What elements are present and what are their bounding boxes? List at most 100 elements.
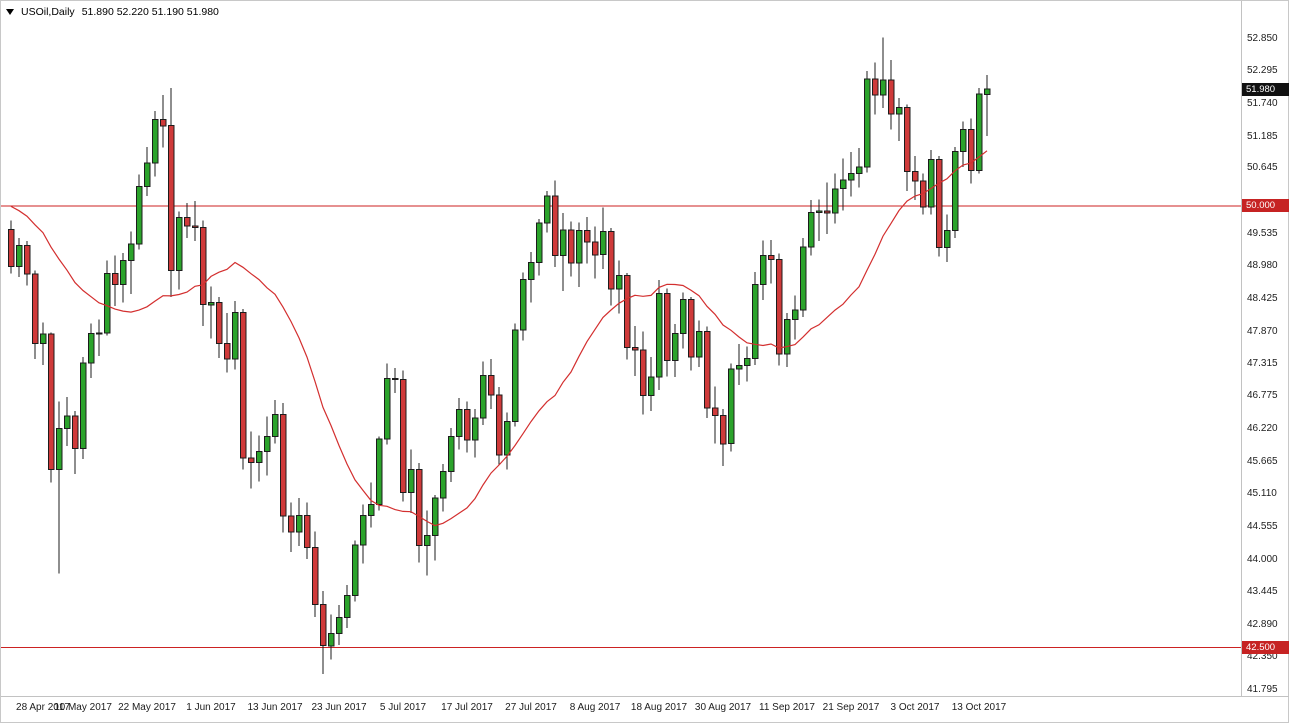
candle-body <box>983 88 991 95</box>
candle-body <box>663 293 671 362</box>
candle-body <box>279 413 287 517</box>
ohlc-values: 51.890 52.220 51.190 51.980 <box>81 6 219 18</box>
candle-body <box>719 415 727 445</box>
candle-body <box>479 374 487 419</box>
candle-body <box>391 377 399 381</box>
price-axis-label: 47.870 <box>1247 325 1278 337</box>
candle-body <box>263 436 271 452</box>
candle-body <box>559 229 567 256</box>
candle-body <box>367 503 375 517</box>
candle-body <box>327 632 335 647</box>
price-axis-label: 52.295 <box>1247 65 1278 77</box>
candle-body <box>903 107 911 173</box>
candle-body <box>775 258 783 355</box>
candle-body <box>15 244 23 268</box>
current-price-tag: 51.980 <box>1242 82 1289 96</box>
candle-body <box>831 188 839 214</box>
candle-body <box>863 78 871 168</box>
candle-body <box>543 195 551 224</box>
candle-body <box>167 125 175 272</box>
candle-body <box>207 301 215 306</box>
time-axis-label: 13 Jun 2017 <box>247 702 303 713</box>
candle-body <box>287 515 295 533</box>
time-axis-label: 3 Oct 2017 <box>890 702 940 713</box>
time-axis-label: 27 Jul 2017 <box>505 702 557 713</box>
candle-body <box>567 229 575 264</box>
candle-body <box>471 417 479 441</box>
candle-body <box>399 379 407 494</box>
candle-body <box>7 228 15 267</box>
candlestick-chart-canvas[interactable] <box>1 1 1289 696</box>
candle-body <box>215 301 223 345</box>
candle-body <box>31 273 39 345</box>
candle-body <box>783 319 791 355</box>
candle-body <box>183 217 191 227</box>
candle-body <box>671 333 679 362</box>
candle-body <box>759 254 767 286</box>
candle-body <box>319 604 327 647</box>
candle-body <box>791 309 799 321</box>
candle-body <box>383 377 391 440</box>
chart-info-bar: USOil,Daily 51.890 52.220 51.190 51.980 <box>6 6 219 18</box>
candle-body <box>727 368 735 445</box>
candle-body <box>135 185 143 245</box>
candle-body <box>159 118 167 127</box>
candle-body <box>647 376 655 397</box>
candle-body <box>431 497 439 537</box>
candle-body <box>303 515 311 548</box>
candle-body <box>687 299 695 358</box>
candle-body <box>839 179 847 190</box>
candle-body <box>887 79 895 115</box>
candle-body <box>575 230 583 264</box>
candle-body <box>871 78 879 96</box>
candle-body <box>943 230 951 249</box>
candle-body <box>511 329 519 422</box>
time-axis-label: 30 Aug 2017 <box>694 702 752 713</box>
price-axis-label: 49.535 <box>1247 227 1278 239</box>
candle-body <box>375 438 383 505</box>
candle-body <box>455 409 463 438</box>
price-axis-label: 52.850 <box>1247 32 1278 44</box>
candle-body <box>847 172 855 181</box>
candle-body <box>767 254 775 260</box>
candle-body <box>359 515 367 546</box>
candle-body <box>679 299 687 335</box>
candle-body <box>295 515 303 533</box>
candle-body <box>911 171 919 182</box>
candle-body <box>807 211 815 248</box>
candle-body <box>79 362 87 450</box>
candle-body <box>975 93 983 171</box>
candle-body <box>87 333 95 364</box>
candle-body <box>927 158 935 208</box>
candle-body <box>591 241 599 256</box>
chart-collapse-icon[interactable] <box>6 9 14 15</box>
candle-body <box>415 469 423 547</box>
candle-body <box>487 374 495 396</box>
candle-body <box>151 118 159 164</box>
candle-body <box>247 457 255 464</box>
time-axis-label: 1 Jun 2017 <box>186 702 236 713</box>
candle-body <box>535 222 543 263</box>
time-axis-label: 17 Jul 2017 <box>441 702 493 713</box>
candle-body <box>407 469 415 494</box>
candle-body <box>111 273 119 286</box>
time-axis-label: 8 Aug 2017 <box>569 702 621 713</box>
time-axis-label: 22 May 2017 <box>118 702 176 713</box>
candle-body <box>423 535 431 547</box>
candle-body <box>343 595 351 619</box>
candle-body <box>895 107 903 115</box>
candle-body <box>751 284 759 359</box>
candle-body <box>959 128 967 153</box>
candle-body <box>639 349 647 396</box>
candle-body <box>519 278 527 331</box>
candle-body <box>463 409 471 441</box>
candle-body <box>231 311 239 360</box>
candle-body <box>623 274 631 349</box>
price-axis-label: 42.890 <box>1247 619 1278 630</box>
candle-body <box>71 415 79 450</box>
candle-body <box>439 470 447 499</box>
candle-body <box>879 79 887 96</box>
level-price-tag: 42.500 <box>1242 641 1289 654</box>
candle-body <box>143 162 151 187</box>
candle-body <box>503 420 511 456</box>
